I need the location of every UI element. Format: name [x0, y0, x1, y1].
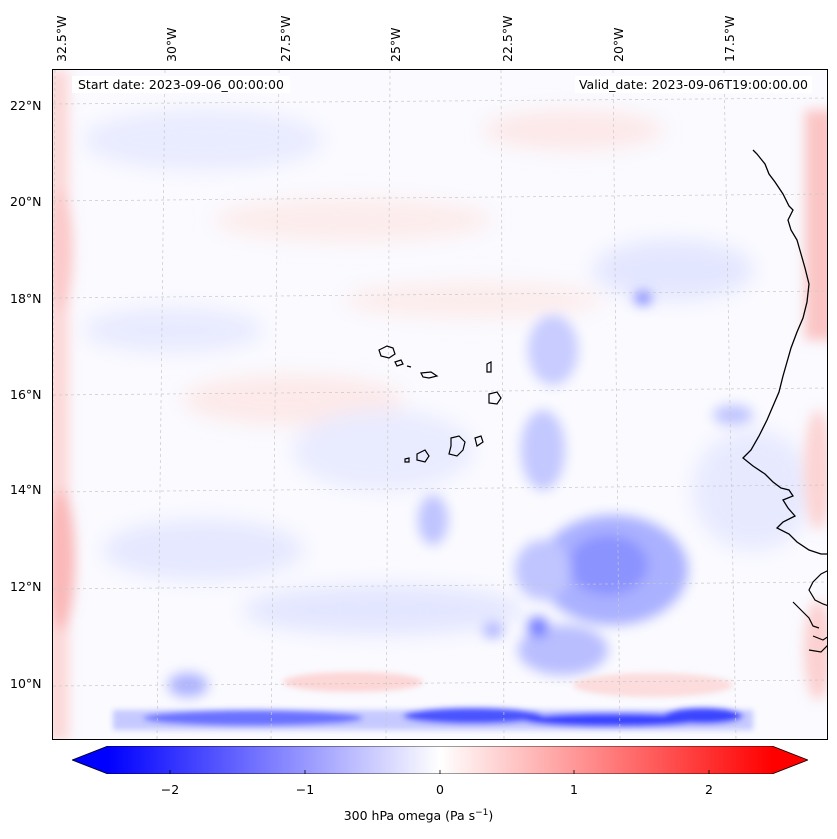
colorbar-extend-max — [772, 746, 808, 774]
lat-label-22n: 22°N — [10, 98, 42, 113]
colorbar-body — [108, 746, 772, 774]
lat-label-14n: 14°N — [10, 482, 42, 497]
colorbar-label-close: ) — [488, 808, 493, 823]
lat-label-18n: 18°N — [10, 291, 42, 306]
colorbar-label: 300 hPa omega (Pa s−1) — [0, 808, 837, 823]
lon-label-20w: 20°W — [611, 27, 626, 62]
lon-label-27-5w: 27.5°W — [278, 16, 293, 62]
lon-label-17-5w: 17.5°W — [722, 16, 737, 62]
colorbar — [72, 746, 808, 774]
lat-label-10n: 10°N — [10, 676, 42, 691]
colorbar-label-exponent: −1 — [475, 808, 488, 818]
map-panel — [52, 69, 828, 740]
start-date-label: Start date: 2023-09-06_00:00:00 — [72, 76, 290, 93]
lat-label-12n: 12°N — [10, 579, 42, 594]
field-background — [53, 70, 828, 740]
lon-label-25w: 25°W — [388, 27, 403, 62]
colorbar-tick-1: 1 — [570, 782, 578, 797]
colorbar-graphic — [72, 746, 808, 774]
omega-field-map — [53, 70, 828, 740]
colorbar-tick-neg2: −2 — [161, 782, 179, 797]
colorbar-tick-neg1: −1 — [296, 782, 314, 797]
lon-label-22-5w: 22.5°W — [500, 16, 515, 62]
colorbar-extend-min — [72, 746, 108, 774]
colorbar-tick-2: 2 — [705, 782, 713, 797]
lon-label-30w: 30°W — [164, 27, 179, 62]
valid-date-label: Valid_date: 2023-09-06T19:00:00.00 — [575, 76, 812, 93]
lat-label-16n: 16°N — [10, 387, 42, 402]
colorbar-label-main: 300 hPa omega (Pa s — [344, 808, 475, 823]
colorbar-tick-0: 0 — [436, 782, 444, 797]
lat-label-20n: 20°N — [10, 194, 42, 209]
lon-label-32-5w: 32.5°W — [54, 16, 69, 62]
